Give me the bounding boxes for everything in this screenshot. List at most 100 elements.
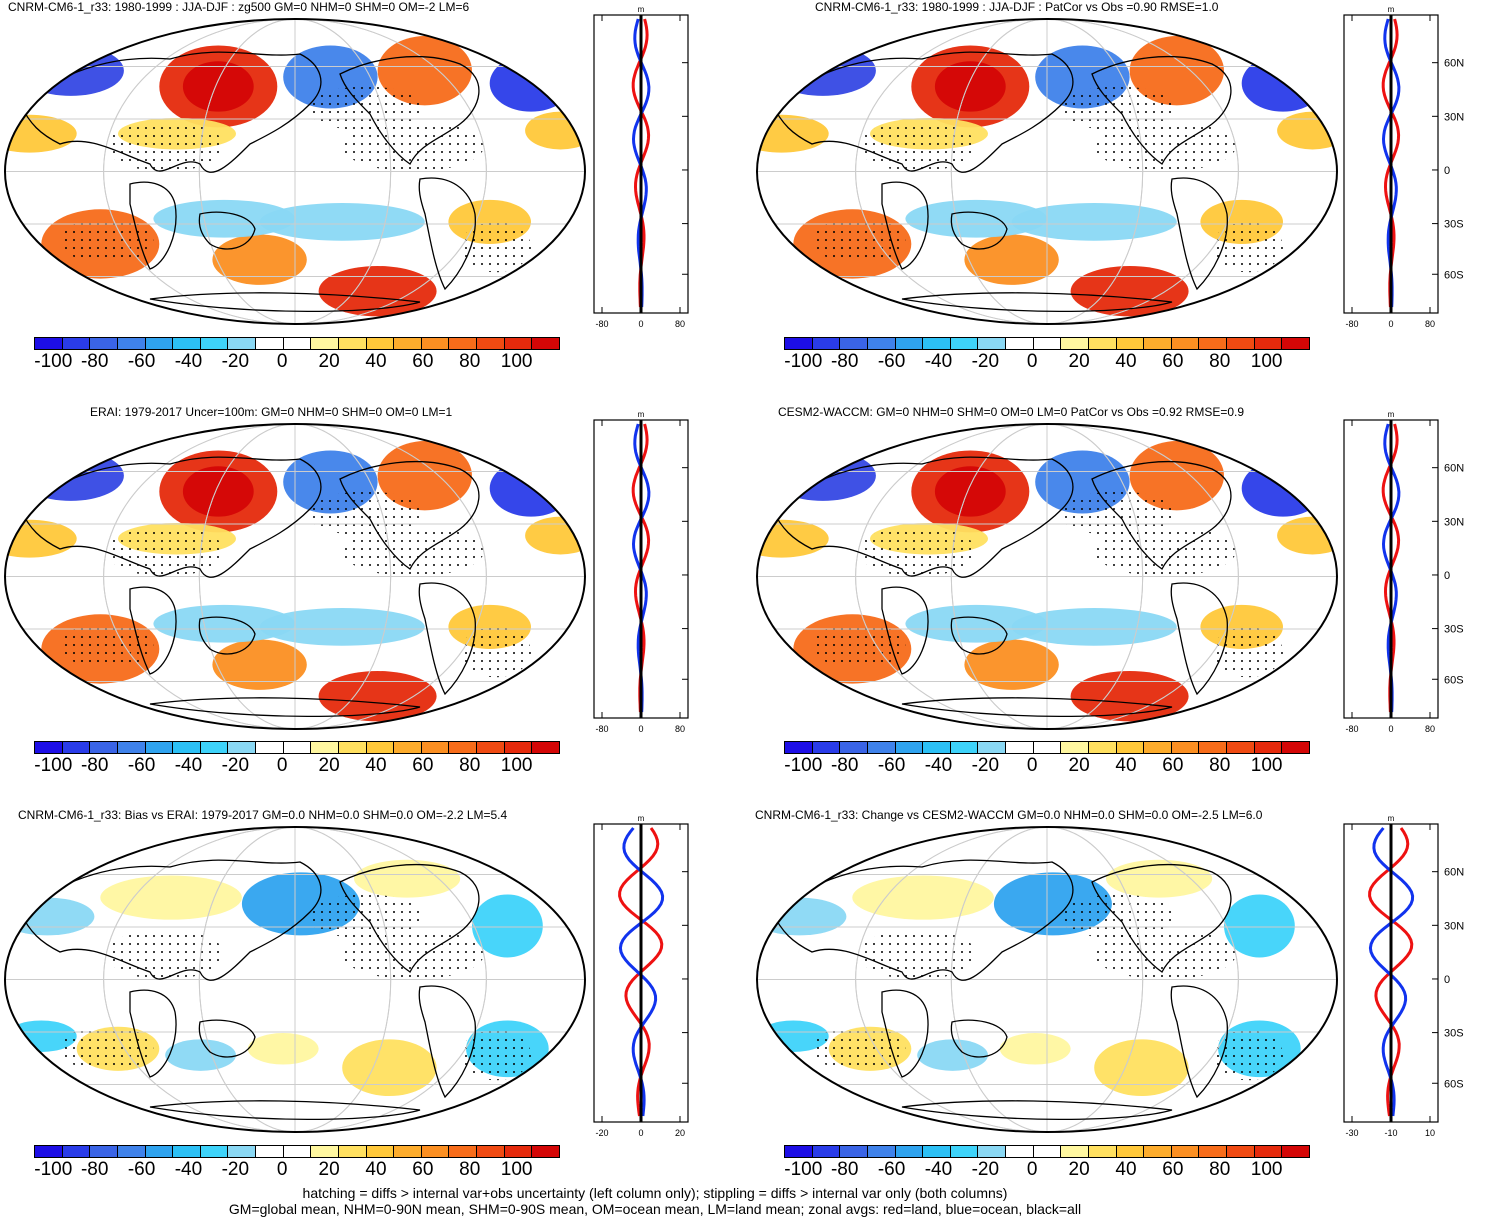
zonal-lat-label: 0 xyxy=(1444,165,1450,177)
colorbar-tick-label: 100 xyxy=(500,351,533,372)
colorbar-cell xyxy=(117,338,146,349)
colorbar-cell xyxy=(978,338,1006,349)
zonal-unit-label: m xyxy=(1388,814,1395,823)
zonal-x-tick-label: 80 xyxy=(1425,319,1435,329)
zonal-x-tick-label: -80 xyxy=(1345,724,1358,734)
anomaly-region xyxy=(1094,1039,1189,1097)
stippling xyxy=(1094,929,1236,980)
colorbar-cell xyxy=(477,742,505,753)
colorbar-cell xyxy=(1006,338,1034,349)
colorbar-tick-label: 40 xyxy=(1115,755,1137,776)
map-outline xyxy=(4,826,586,1133)
colorbar-cell xyxy=(895,742,924,753)
anomaly-region xyxy=(377,441,472,511)
stippling xyxy=(1058,491,1177,536)
colorbar-tick-label: 0 xyxy=(1026,755,1038,776)
anomaly-region xyxy=(212,234,307,285)
colorbar-tick-label: 0 xyxy=(276,351,288,372)
stippling xyxy=(106,929,225,980)
colorbar-cell xyxy=(283,338,312,349)
anomaly-region xyxy=(165,1039,237,1071)
colorbar-tick-label: 100 xyxy=(500,755,533,776)
colorbar-tick-label: -20 xyxy=(971,755,1000,776)
stippling xyxy=(811,1026,906,1071)
zonal-x-tick-label: -20 xyxy=(595,1128,608,1138)
anomaly-region xyxy=(212,639,307,690)
zonal-avg-curve xyxy=(1368,827,1415,1117)
colorbar-cell xyxy=(90,742,118,753)
map-panel-6 xyxy=(756,826,1338,1133)
colorbar-cell xyxy=(90,1146,118,1157)
zonal-lat-label: 30N xyxy=(1444,920,1464,932)
colorbar-cell xyxy=(1061,338,1089,349)
colorbar-cell xyxy=(1282,1146,1309,1157)
colorbar-tick-label: -60 xyxy=(877,755,906,776)
colorbar-3 xyxy=(34,741,560,754)
colorbar-cell xyxy=(1088,1146,1117,1157)
colorbar-cell xyxy=(1061,742,1089,753)
zonal-unit-label: m xyxy=(638,410,645,419)
colorbar-tick-label: -20 xyxy=(971,351,1000,372)
anomaly-region xyxy=(1070,671,1189,722)
colorbar-cell xyxy=(366,1146,395,1157)
zonal-x-tick-label: -80 xyxy=(595,724,608,734)
stippling xyxy=(306,86,425,131)
colorbar-cell xyxy=(477,1146,505,1157)
zonal-x-tick-label: 0 xyxy=(1388,724,1393,734)
zonal-lat-label: 60S xyxy=(1444,674,1464,686)
colorbar-tick-label: -40 xyxy=(174,1159,203,1180)
zonal-x-tick-label: -80 xyxy=(1345,319,1358,329)
coastline xyxy=(198,211,256,250)
coastline xyxy=(1170,582,1228,696)
coastline xyxy=(198,1019,256,1058)
colorbar-cell xyxy=(1227,742,1255,753)
zonal-x-tick-label: 0 xyxy=(638,1128,643,1138)
zonal-unit-label: m xyxy=(1388,410,1395,419)
colorbar-cell xyxy=(449,1146,477,1157)
meridian-line xyxy=(855,827,1239,1132)
footer-note-hatching: hatching = diffs > internal var+obs unce… xyxy=(302,1185,1008,1201)
colorbar-tick-label: -20 xyxy=(221,351,250,372)
colorbar-cell xyxy=(228,338,256,349)
colorbar-cell xyxy=(200,742,229,753)
colorbar-cell xyxy=(923,1146,951,1157)
colorbar-5 xyxy=(34,1145,560,1158)
colorbar-cell xyxy=(1199,1146,1227,1157)
colorbar-cell xyxy=(1227,1146,1255,1157)
anomaly-region xyxy=(964,639,1059,690)
coastline xyxy=(19,51,322,173)
zonal-lat-label: 60S xyxy=(1444,269,1464,281)
coastline xyxy=(1091,460,1232,570)
colorbar-tick-label: -80 xyxy=(80,755,109,776)
colorbar-cell xyxy=(311,1146,339,1157)
colorbar-cell xyxy=(785,338,813,349)
stippling xyxy=(342,121,484,172)
colorbar-cell xyxy=(145,742,174,753)
zonal-x-tick-label: 80 xyxy=(675,319,685,329)
colorbar-tick-label: 20 xyxy=(318,755,340,776)
colorbar-tick-label: 40 xyxy=(365,1159,387,1180)
map-panel-5 xyxy=(4,826,586,1133)
colorbar-cell xyxy=(228,1146,256,1157)
colorbar-cell xyxy=(338,1146,367,1157)
coastline xyxy=(149,292,421,313)
anomaly-region xyxy=(1129,36,1224,106)
colorbar-cell xyxy=(283,1146,312,1157)
colorbar-tick-label: -80 xyxy=(80,351,109,372)
meridian-line xyxy=(198,19,392,324)
stippling xyxy=(1212,221,1283,273)
meridian-line xyxy=(198,827,392,1132)
anomaly-region xyxy=(354,859,461,898)
colorbar-cell xyxy=(449,742,477,753)
colorbar-cell xyxy=(978,742,1006,753)
coastline xyxy=(881,989,929,1078)
anomaly-region xyxy=(1011,203,1177,241)
coastline xyxy=(1170,177,1228,291)
colorbar-tick-label: -80 xyxy=(830,351,859,372)
zonal-plot-panel-5: m-2002060N30N030S60S xyxy=(593,814,689,1138)
panel-1-title: CNRM-CM6-1_r33: 1980-1999 : JJA-DJF : zg… xyxy=(8,0,470,14)
colorbar-cell xyxy=(311,338,339,349)
anomaly-region xyxy=(1129,441,1224,511)
map-panel-2 xyxy=(756,18,1338,325)
